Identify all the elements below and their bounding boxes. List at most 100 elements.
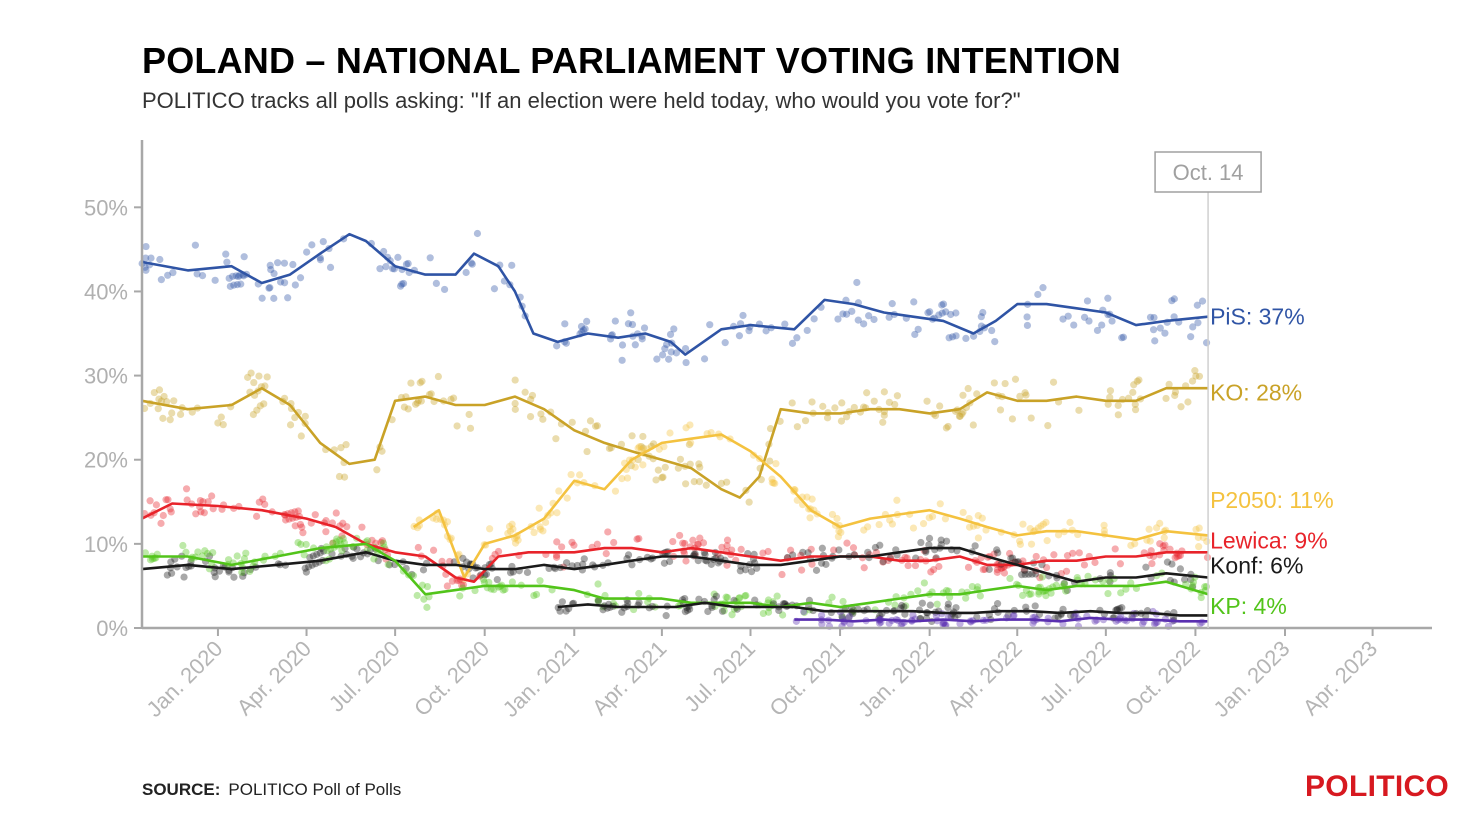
poll-dot xyxy=(1150,620,1159,628)
poll-dot xyxy=(203,549,212,558)
poll-dot xyxy=(583,447,591,456)
poll-dot xyxy=(142,266,150,274)
poll-dot xyxy=(687,439,695,447)
poll-dot xyxy=(157,519,165,527)
poll-dot xyxy=(1192,525,1200,534)
poll-dot xyxy=(745,498,753,506)
poll-dot xyxy=(720,607,728,615)
poll-dot xyxy=(973,390,981,398)
poll-dot xyxy=(404,405,412,413)
poll-dot xyxy=(311,511,319,519)
poll-dot xyxy=(764,596,773,604)
poll-dot xyxy=(1099,577,1107,585)
poll-dot xyxy=(416,379,424,387)
poll-dot xyxy=(952,332,960,340)
x-tick-label: Jul. 2021 xyxy=(679,636,760,717)
poll-dot xyxy=(637,446,646,454)
poll-dot xyxy=(944,587,953,595)
poll-dot xyxy=(1091,558,1099,567)
poll-dot xyxy=(191,241,199,249)
poll-dot xyxy=(635,534,643,543)
poll-dot xyxy=(1029,619,1037,627)
poll-dot xyxy=(701,550,709,559)
poll-dot xyxy=(349,554,357,562)
poll-dot xyxy=(1034,524,1042,532)
source-text: POLITICO Poll of Polls xyxy=(228,780,402,799)
poll-dot xyxy=(256,402,264,410)
poll-dot xyxy=(222,250,230,258)
poll-dot xyxy=(211,573,219,581)
poll-dot xyxy=(845,612,854,621)
poll-dot xyxy=(952,604,960,612)
poll-dot xyxy=(1063,552,1072,560)
poll-dot xyxy=(1066,518,1074,526)
poll-dot xyxy=(322,528,330,536)
poll-dot xyxy=(1000,569,1009,577)
poll-dot xyxy=(968,582,976,591)
poll-dot xyxy=(1201,583,1209,591)
x-tick-label: Jan. 2023 xyxy=(1209,636,1295,722)
poll-dot xyxy=(1100,526,1108,535)
poll-dot xyxy=(320,547,328,555)
poll-dot xyxy=(413,591,421,600)
poll-dot xyxy=(1156,519,1164,527)
series-end-label: KO: 28% xyxy=(1210,379,1302,405)
poll-dot xyxy=(925,514,933,522)
poll-dot xyxy=(937,541,945,549)
poll-dot xyxy=(420,595,428,603)
poll-dot xyxy=(977,313,985,321)
poll-dot xyxy=(1147,547,1155,555)
poll-dot xyxy=(611,487,620,495)
poll-dot xyxy=(580,555,588,563)
poll-dot xyxy=(766,457,774,465)
poll-dot xyxy=(384,560,392,569)
poll-dot xyxy=(447,395,455,404)
poll-dot xyxy=(659,473,667,481)
poll-dot xyxy=(385,561,394,569)
poll-dot xyxy=(680,549,688,557)
poll-dot xyxy=(340,473,349,481)
poll-dot xyxy=(1198,297,1207,305)
poll-dot xyxy=(1084,572,1092,580)
trend-line xyxy=(141,232,1209,356)
poll-dot xyxy=(306,553,314,562)
poll-dot xyxy=(1116,560,1124,568)
poll-dot xyxy=(637,442,645,451)
poll-dot xyxy=(155,395,163,403)
poll-dot xyxy=(812,566,821,574)
poll-dot xyxy=(952,309,960,317)
poll-dot xyxy=(828,593,836,601)
poll-dot xyxy=(1131,540,1139,548)
poll-dot xyxy=(1131,406,1140,414)
poll-dot xyxy=(728,546,736,554)
poll-dot xyxy=(935,562,943,571)
poll-dot xyxy=(1085,317,1093,325)
poll-dot xyxy=(168,409,176,417)
poll-dot xyxy=(494,547,503,556)
poll-dot xyxy=(399,279,408,288)
poll-dot xyxy=(244,373,252,381)
poll-dot xyxy=(885,619,893,627)
poll-dot xyxy=(284,294,292,302)
poll-dot xyxy=(1130,381,1138,389)
poll-dot xyxy=(1119,333,1128,341)
poll-dot xyxy=(936,402,944,410)
poll-dot xyxy=(880,388,888,396)
poll-dot xyxy=(1202,339,1211,347)
trend-line xyxy=(141,546,1209,584)
poll-dot xyxy=(848,307,856,315)
poll-dot xyxy=(147,254,155,262)
poll-dot xyxy=(853,278,861,287)
poll-dot xyxy=(819,402,827,410)
axes-layer: 0%10%20%30%40%50%Jan. 2020 Apr. 2020 Jul. … xyxy=(84,140,1432,722)
poll-dot xyxy=(944,604,952,612)
poll-dot xyxy=(1165,380,1173,389)
poll-dot xyxy=(1007,554,1015,562)
poll-dot xyxy=(400,403,408,411)
poll-dot xyxy=(923,397,931,405)
poll-dot xyxy=(981,565,989,573)
poll-dot xyxy=(990,550,998,558)
poll-dot xyxy=(1192,372,1200,380)
poll-dot xyxy=(942,537,951,545)
poll-dot xyxy=(1176,565,1184,573)
